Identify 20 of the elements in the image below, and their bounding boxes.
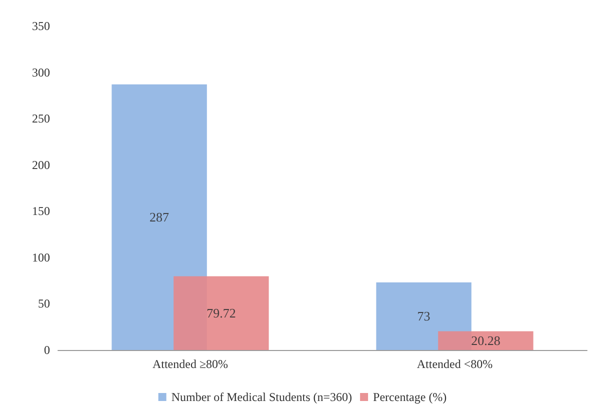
data-label: 287: [150, 210, 170, 225]
data-label: 73: [417, 308, 430, 324]
bar: [438, 331, 534, 350]
bar: [376, 282, 472, 350]
legend-label: Number of Medical Students (n=360): [171, 390, 352, 404]
x-tick-label: Attended ≥80%: [152, 357, 228, 371]
y-tick-label: 0: [44, 343, 50, 357]
data-label: 20.28: [471, 333, 500, 348]
y-tick-label: 300: [32, 65, 50, 80]
y-tick-label: 200: [32, 158, 50, 172]
bar: [174, 276, 269, 350]
y-tick-label: 50: [38, 296, 50, 311]
y-tick-label: 150: [32, 204, 50, 218]
y-tick-label: 350: [32, 19, 50, 33]
x-tick-label: Attended <80%: [416, 357, 493, 371]
data-label: 79.72: [206, 306, 236, 321]
legend-label: Percentage (%): [373, 390, 447, 404]
y-tick-label: 250: [32, 112, 50, 126]
bar: [112, 84, 207, 350]
y-tick-label: 100: [32, 250, 50, 264]
